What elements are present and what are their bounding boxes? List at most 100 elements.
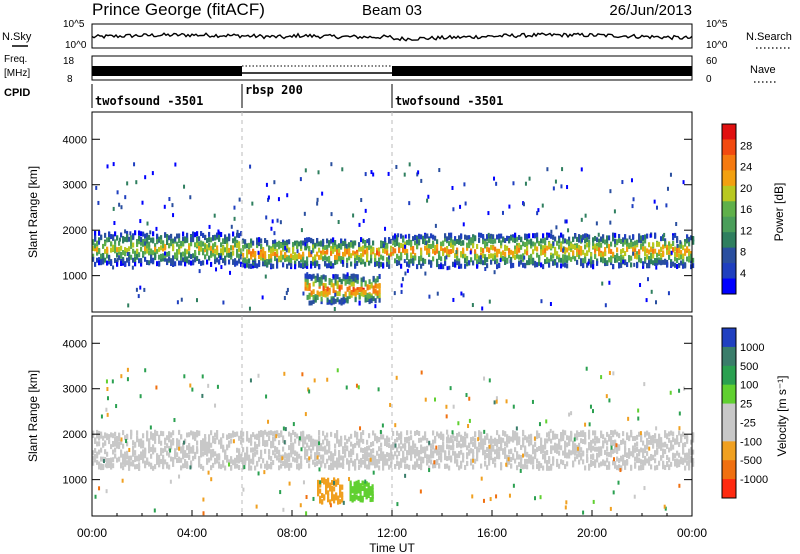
power-cell [622,259,625,264]
velocity-cell [284,459,287,465]
power-cell [352,286,355,292]
velocity-cell [220,442,223,448]
velocity-cell [602,460,605,466]
power-cell [682,180,685,185]
power-cell [264,274,267,279]
velocity-cell [624,460,627,466]
velocity-cell [654,450,657,456]
velocity-cell [642,440,645,446]
freq-bar-segment [92,66,242,76]
power-cell [336,284,339,290]
velocity-cell [216,384,219,389]
power-cell [150,248,153,254]
power-cell [118,249,121,255]
power-cell [418,236,421,242]
velocity-cell [414,449,417,455]
velocity-cell [349,487,352,493]
velocity-cell [128,461,131,467]
velocity-cell [319,480,322,485]
power-cell [180,297,183,302]
power-cell [98,240,101,245]
power-cell [586,250,589,256]
velocity-cell [326,377,329,382]
power-cell [536,262,539,268]
velocity-cell [357,485,360,491]
power-cell [356,274,359,280]
power-cell [468,260,471,266]
velocity-cell [646,444,649,450]
power-cell [560,263,563,269]
power-cell [166,237,169,243]
velocity-cell [276,449,279,455]
power-cell [378,283,381,289]
velocity-cell [380,455,383,461]
power-cell [250,251,253,257]
power-cell [574,244,577,250]
power-scatter-cells [92,162,695,311]
velocity-cell [480,476,483,481]
velocity-cell [483,376,486,381]
power-cell [326,263,329,269]
power-cell [562,261,565,267]
power-cell [303,211,306,216]
velocity-cell [100,414,103,419]
power-cell [340,256,343,262]
velocity-cell [624,452,627,458]
power-cell [186,237,189,243]
power-cell [372,247,375,253]
power-cell [403,244,406,249]
velocity-cell [337,478,340,484]
power-cell [670,261,673,267]
power-cell [333,306,336,311]
power-cell [492,234,495,240]
power-cell [182,251,185,257]
power-cell [100,259,103,265]
power-cell [222,258,225,264]
power-cell [131,265,134,270]
power-cell [346,262,349,268]
velocity-cell [288,465,291,471]
power-cell [526,241,529,247]
power-cell [688,254,691,260]
power-cell [442,241,445,247]
velocity-cell [566,442,569,448]
power-cell [370,298,373,304]
power-cell [144,249,147,255]
velocity-cell [114,453,117,459]
power-cell [374,283,377,289]
velocity-cell [652,454,655,460]
power-cell [390,246,393,252]
power-cell [584,256,587,262]
velocity-cell [449,386,452,391]
velocity-cell [688,454,691,460]
velocity-cell [202,442,205,448]
power-cell [604,303,607,308]
power-cell [234,261,237,267]
power-cell [334,246,337,252]
power-cell [604,239,607,245]
velocity-cell [98,461,101,467]
velocity-cell [292,449,295,455]
velocity-cell [353,485,356,491]
power-cell [129,231,132,236]
velocity-cell [454,451,457,457]
power-cell [474,253,477,259]
power-cell [403,172,406,177]
velocity-cell [144,449,147,455]
velocity-y-label: Slant Range [km] [26,370,40,462]
power-cell [680,250,683,256]
power-cell [432,240,435,246]
power-cell [666,261,669,267]
power-cell [276,241,279,247]
power-cell [206,259,209,265]
velocity-cell [670,430,673,436]
velocity-cell [184,463,187,469]
power-cell [528,255,531,261]
power-cell [270,263,273,269]
velocity-cell [472,436,475,442]
velocity-cell [348,477,351,482]
velocity-cell [102,442,105,448]
velocity-cell [98,464,101,470]
velocity-cell [374,436,377,442]
velocity-cell [606,464,609,470]
